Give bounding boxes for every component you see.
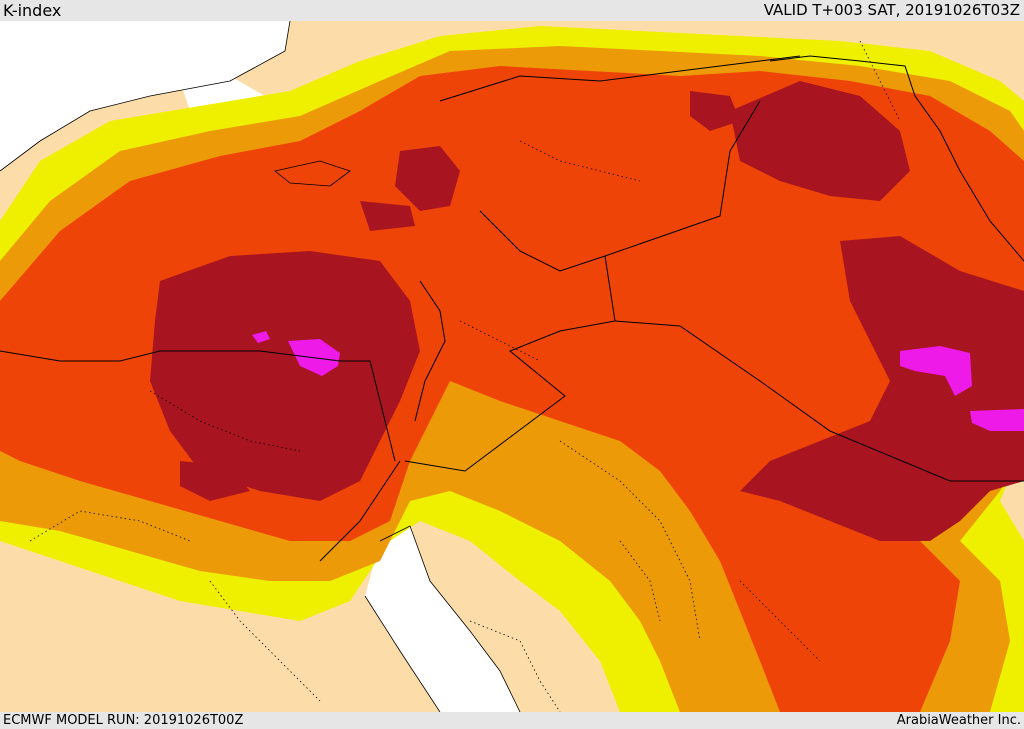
mediterranean-sea (0, 21, 290, 171)
credit-label: ArabiaWeather Inc. (896, 713, 1021, 728)
country-borders (0, 55, 1024, 562)
map-title: K-index (3, 1, 62, 20)
caspian-corner (900, 21, 1024, 91)
coastlines (0, 21, 521, 712)
k-level-3 (0, 66, 1024, 712)
footer-bar: ECMWF MODEL RUN: 20191026T00Z ArabiaWeat… (0, 712, 1024, 729)
province-boundaries (29, 40, 901, 712)
k-level-4 (150, 81, 1024, 541)
k-index-map (0, 21, 1024, 712)
header-bar: K-index VALID T+003 SAT, 20191026T03Z (0, 0, 1024, 21)
map-canvas (0, 21, 1024, 712)
k-level-5 (252, 331, 1024, 431)
valid-time-label: VALID T+003 SAT, 20191026T03Z (763, 1, 1020, 19)
model-run-label: ECMWF MODEL RUN: 20191026T00Z (3, 713, 244, 728)
red-sea (365, 526, 520, 712)
